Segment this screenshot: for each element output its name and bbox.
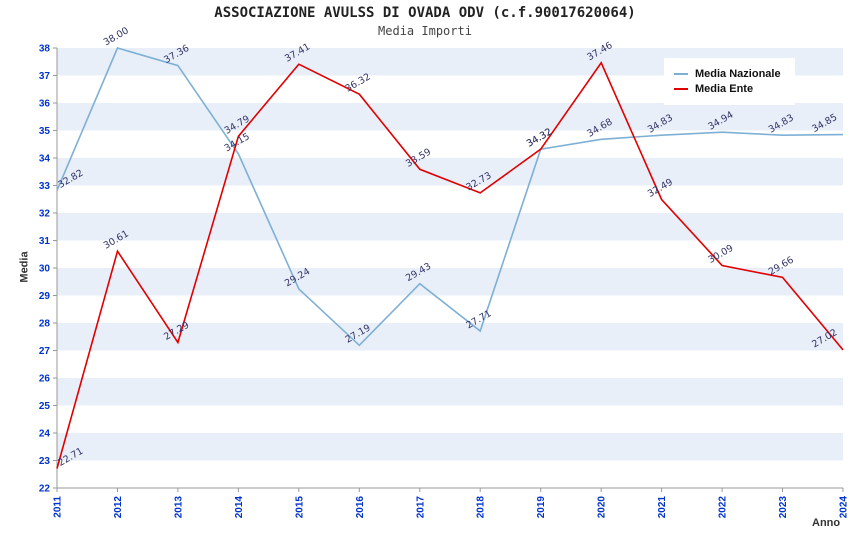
svg-text:34: 34: [39, 154, 51, 165]
y-axis-title: Media: [18, 251, 31, 283]
legend-item-media-nazionale: Media Nazionale: [674, 68, 781, 80]
svg-text:2021: 2021: [657, 496, 668, 519]
x-axis-title: Anno: [812, 517, 841, 529]
svg-text:2020: 2020: [597, 496, 608, 519]
svg-text:26: 26: [39, 374, 51, 385]
svg-text:25: 25: [39, 401, 51, 412]
chart-subtitle: Media Importi: [378, 24, 472, 38]
legend-marker-media-ente: [674, 88, 688, 90]
svg-text:33: 33: [39, 181, 51, 192]
legend-label-media-nazionale: Media Nazionale: [695, 68, 781, 80]
svg-text:36: 36: [39, 99, 51, 110]
legend-marker-media-nazionale: [674, 73, 688, 75]
svg-text:37: 37: [39, 71, 51, 82]
svg-text:24: 24: [39, 429, 51, 440]
svg-text:32: 32: [39, 209, 51, 220]
svg-text:2016: 2016: [355, 496, 366, 519]
svg-text:2019: 2019: [536, 496, 547, 519]
svg-text:27: 27: [39, 346, 51, 357]
chart-header: ASSOCIAZIONE AVULSS DI OVADA ODV (c.f.90…: [0, 5, 850, 38]
svg-text:30: 30: [39, 264, 51, 275]
svg-text:35: 35: [39, 126, 51, 137]
svg-text:31: 31: [39, 236, 51, 247]
svg-text:2024: 2024: [839, 496, 850, 519]
svg-text:2018: 2018: [476, 496, 487, 519]
chart-title: ASSOCIAZIONE AVULSS DI OVADA ODV (c.f.90…: [214, 5, 636, 21]
svg-text:2017: 2017: [415, 496, 426, 519]
svg-text:29: 29: [39, 291, 51, 302]
svg-text:2022: 2022: [718, 496, 729, 519]
legend: Media Nazionale Media Ente: [664, 58, 795, 105]
svg-text:2015: 2015: [294, 496, 305, 519]
svg-text:2012: 2012: [113, 496, 124, 519]
svg-text:2023: 2023: [778, 496, 789, 519]
svg-text:28: 28: [39, 319, 51, 330]
svg-text:2011: 2011: [53, 496, 64, 518]
svg-text:23: 23: [39, 456, 51, 467]
legend-label-media-ente: Media Ente: [695, 83, 754, 95]
svg-text:2013: 2013: [173, 496, 184, 519]
svg-text:38: 38: [39, 44, 51, 55]
svg-text:22: 22: [39, 484, 51, 495]
svg-text:2014: 2014: [234, 496, 245, 519]
legend-item-media-ente: Media Ente: [674, 83, 781, 95]
